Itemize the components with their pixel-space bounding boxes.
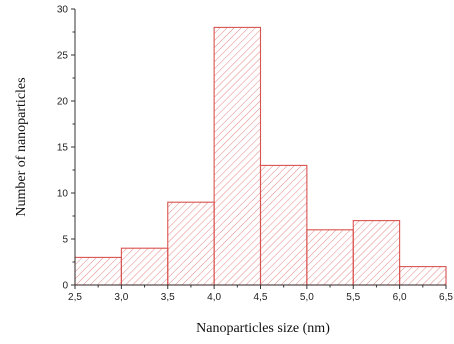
y-tick-label: 25 bbox=[57, 51, 69, 62]
y-tick-label: 0 bbox=[62, 281, 68, 292]
y-tick-label: 5 bbox=[62, 235, 68, 246]
x-tick-label: 3,5 bbox=[161, 292, 175, 303]
x-tick-label: 5,5 bbox=[346, 292, 360, 303]
x-tick-label: 6,5 bbox=[439, 292, 453, 303]
histogram-bar-7 bbox=[352, 220, 401, 286]
y-tick-label: 10 bbox=[57, 189, 69, 200]
x-ticks-group: 2,5 3,0 3,5 4,0 4,5 5,0 5,5 6,0 6,5 bbox=[68, 285, 453, 303]
bars-group bbox=[74, 26, 447, 286]
x-tick-label: 5,0 bbox=[300, 292, 314, 303]
histogram-bar-8 bbox=[399, 266, 447, 286]
x-tick-label: 4,0 bbox=[207, 292, 221, 303]
y-tick-label: 15 bbox=[57, 143, 69, 154]
x-axis-title: Nanoparticles size (nm) bbox=[196, 321, 330, 336]
histogram-bar-1 bbox=[74, 256, 122, 286]
x-tick-label: 3,0 bbox=[114, 292, 128, 303]
histogram-bar-2 bbox=[120, 247, 169, 286]
histogram-bar-5 bbox=[259, 164, 308, 286]
y-tick-label: 30 bbox=[57, 5, 69, 16]
x-tick-label: 4,5 bbox=[254, 292, 268, 303]
y-ticks-group: 0 5 10 15 20 25 30 bbox=[57, 5, 75, 292]
y-tick-label: 20 bbox=[57, 97, 69, 108]
x-tick-label: 2,5 bbox=[68, 292, 82, 303]
histogram-bar-3 bbox=[167, 201, 215, 286]
histogram-bar-6 bbox=[306, 229, 354, 286]
histogram-bar-4 bbox=[213, 26, 262, 286]
x-tick-label: 6,0 bbox=[393, 292, 407, 303]
y-axis-title: Number of nanoparticles bbox=[14, 77, 29, 216]
